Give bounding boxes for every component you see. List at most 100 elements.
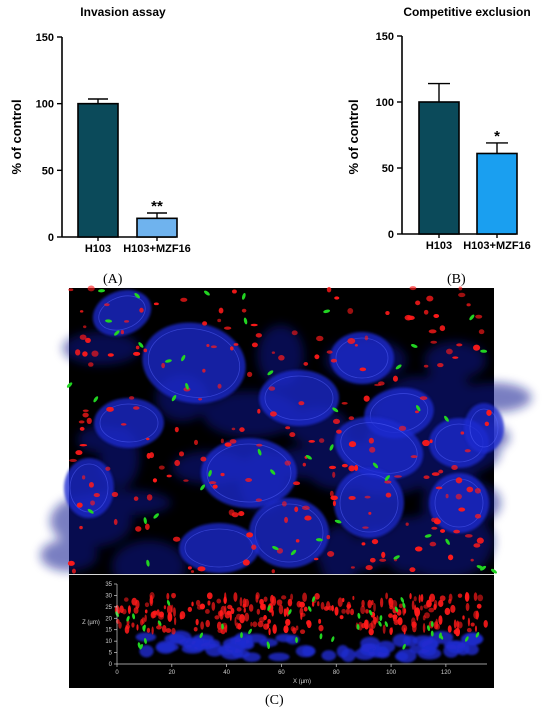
red-bacterium [302, 462, 306, 467]
side-red-bacterium [402, 606, 406, 616]
side-red-bacterium [165, 628, 172, 633]
red-bacteria-layer [67, 285, 492, 574]
side-green-bacterium [126, 615, 130, 622]
significance-marker: * [494, 128, 500, 145]
red-bacterium [362, 526, 369, 529]
red-bacterium [145, 523, 150, 530]
side-red-bacterium [258, 616, 265, 623]
red-bacterium [426, 295, 434, 302]
red-bacterium [439, 325, 446, 332]
red-bacterium [224, 442, 232, 447]
red-bacterium [223, 326, 232, 330]
side-red-bacterium [260, 603, 266, 611]
red-bacterium [486, 409, 492, 416]
red-bacterium [75, 349, 81, 356]
red-bacterium [88, 362, 94, 367]
side-red-bacterium [255, 592, 260, 600]
red-bacterium [456, 343, 463, 347]
red-bacterium [430, 340, 438, 344]
red-bacterium [135, 345, 140, 350]
side-red-bacterium [199, 603, 206, 610]
red-bacterium [446, 348, 453, 355]
side-red-bacterium [131, 622, 135, 628]
red-bacterium [268, 386, 276, 391]
red-bacterium [327, 550, 335, 557]
red-bacterium [158, 465, 165, 470]
side-green-bacterium [288, 609, 292, 615]
side-red-bacterium [158, 613, 165, 620]
side-red-bacterium [331, 605, 334, 612]
side-red-bacterium [455, 627, 461, 637]
side-red-bacterium [252, 621, 258, 628]
red-bacterium [124, 320, 130, 323]
red-bacterium [93, 493, 100, 498]
side-red-bacterium [403, 627, 406, 635]
x-tick-label: H103+MZF16 [123, 243, 191, 255]
red-bacterium [328, 465, 337, 470]
side-green-bacterium [221, 623, 224, 630]
chart-title: Competitive exclusion [403, 5, 530, 19]
red-bacterium [218, 307, 224, 314]
red-bacterium [210, 345, 217, 349]
red-bacterium [79, 426, 85, 431]
side-red-bacterium [392, 614, 396, 622]
green-bacterium [105, 319, 113, 323]
red-bacterium [67, 560, 75, 566]
y-tick-label: 0 [388, 229, 394, 241]
red-bacterium [153, 302, 159, 306]
side-red-bacterium [244, 612, 250, 622]
nucleus-texture [147, 328, 241, 398]
side-red-bacterium [389, 605, 394, 610]
green-bacterium [153, 513, 159, 519]
red-bacterium [466, 486, 474, 493]
z-tick-label: 20 [105, 616, 112, 622]
bar-h103 [418, 101, 460, 235]
side-red-bacterium [283, 608, 287, 618]
red-bacterium [71, 568, 76, 574]
side-red-bacterium [144, 602, 150, 608]
red-bacterium [166, 474, 172, 478]
red-bacterium [472, 344, 481, 351]
red-bacterium [229, 439, 237, 444]
y-tick-label: 50 [42, 165, 54, 177]
red-bacterium [193, 439, 199, 446]
side-green-bacterium [142, 624, 146, 631]
side-green-bacterium [402, 602, 406, 609]
nucleus-texture [254, 503, 324, 563]
bars: ** [77, 98, 178, 238]
side-red-bacterium [420, 593, 424, 603]
side-green-bacterium [394, 606, 399, 613]
side-red-bacterium [453, 619, 457, 629]
side-red-bacterium [413, 605, 417, 614]
red-bacterium [212, 484, 218, 489]
bar-h103 [77, 102, 119, 238]
red-bacterium [200, 456, 207, 462]
red-bacterium [87, 285, 95, 292]
green-bacterium [200, 484, 206, 491]
red-bacterium [291, 330, 298, 336]
green-bacterium [424, 534, 432, 538]
red-bacterium [120, 423, 127, 426]
side-red-bacterium [285, 618, 291, 626]
green-bacterium [143, 517, 147, 525]
nucleus-texture [98, 295, 146, 331]
x-tick-label: 60 [278, 670, 285, 676]
side-green-bacterium [308, 606, 312, 612]
red-bacterium [289, 432, 296, 438]
side-red-bacterium [239, 597, 243, 607]
side-red-bacterium [373, 602, 376, 613]
red-bacterium [146, 494, 153, 501]
side-red-bacterium [376, 615, 379, 623]
green-bacterium [98, 289, 106, 293]
z-tick-label: 35 [105, 582, 112, 588]
red-bacterium [187, 566, 192, 570]
red-bacterium [369, 557, 376, 563]
red-bacterium [133, 406, 140, 410]
nucleus-texture [339, 473, 399, 533]
red-bacterium [347, 307, 354, 315]
red-bacterium [68, 288, 74, 292]
side-nucleus [396, 648, 417, 663]
bars: * [418, 82, 518, 235]
red-bacterium [90, 500, 95, 506]
red-bacterium [76, 502, 83, 508]
